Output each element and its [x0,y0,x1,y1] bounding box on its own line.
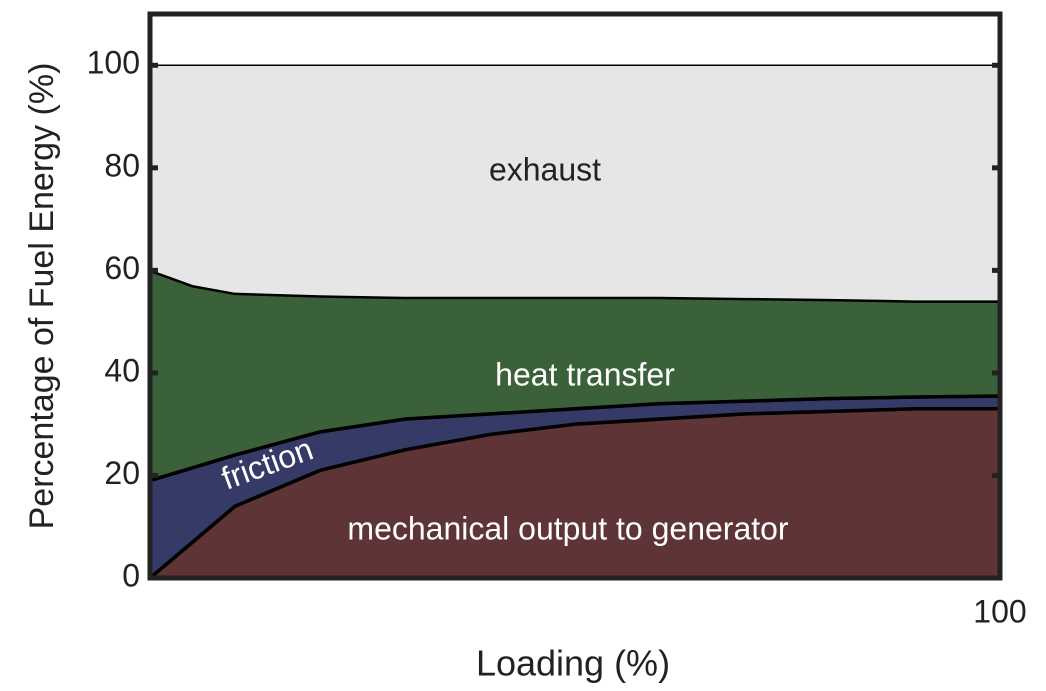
y-tick-label: 40 [104,352,140,388]
y-tick-label: 80 [104,147,140,183]
y-axis-label: Percentage of Fuel Energy (%) [23,63,61,530]
y-tick-label: 0 [122,557,140,593]
x-axis-label: Loading (%) [476,643,670,684]
y-tick-label: 100 [87,45,140,81]
area-label: heat transfer [495,356,675,392]
y-tick-label: 20 [104,455,140,491]
y-tick-label: 60 [104,250,140,286]
x-tick-label: 100 [973,593,1026,629]
area-label: mechanical output to generator [347,510,789,546]
plot-frame [147,11,1003,581]
area-label: exhaust [489,151,601,187]
